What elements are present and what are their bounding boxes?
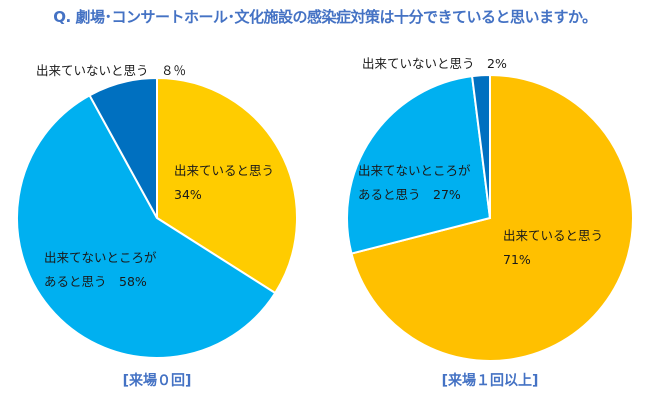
slice-label: 出来ていないと思う 2% — [362, 56, 507, 71]
pie-slice — [346, 75, 492, 255]
slice-label: あると思う 27% — [358, 187, 461, 202]
pie-slice — [88, 76, 158, 219]
slice-label: 出来ていると思う — [174, 163, 274, 178]
slice-label: 出来ていると思う — [503, 228, 603, 243]
slice-label: 出来てないところが — [358, 163, 471, 178]
chart-title: Q. 劇場･コンサートホール･文化施設の感染症対策は十分できていると思いますか。 — [53, 8, 597, 26]
slice-label: 出来てないところが — [44, 250, 157, 265]
pie-subtitle: [来場１回以上] — [442, 372, 539, 389]
pie-slice — [350, 73, 634, 362]
pie-subtitle: [来場０回] — [123, 372, 192, 389]
slice-label: あると思う 58% — [44, 274, 147, 289]
slice-label: 71% — [503, 252, 531, 267]
slice-label: 34% — [174, 187, 202, 202]
slice-label: 出来ていないと思う ８％ — [36, 63, 186, 78]
pie-slice — [470, 73, 491, 219]
pie-slice — [16, 93, 277, 359]
